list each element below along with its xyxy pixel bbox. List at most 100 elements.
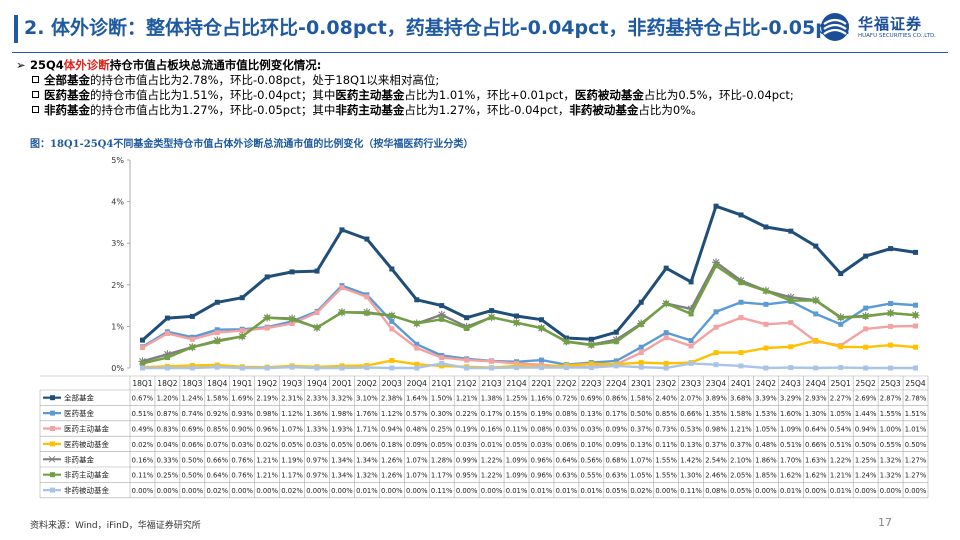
x-tick-label: 21Q2 [457, 379, 477, 388]
data-point [414, 361, 420, 367]
data-label: 1.30% [805, 410, 827, 418]
data-label: 0.11% [431, 487, 453, 495]
data-label: 0.50% [905, 441, 927, 449]
data-label: 0.03% [531, 441, 553, 449]
data-label: 3.39% [755, 395, 777, 403]
data-label: 1.69% [231, 395, 253, 403]
data-point [563, 339, 569, 345]
data-point [688, 360, 694, 366]
legend-label: 医药主动基金 [64, 424, 109, 434]
data-label: 0.00% [381, 487, 403, 495]
data-label: 0.50% [182, 456, 204, 464]
data-label: 0.03% [306, 441, 328, 449]
data-point [788, 344, 794, 350]
x-tick-label: 25Q2 [856, 379, 876, 388]
data-point [389, 266, 395, 272]
legend-label: 非药被动基金 [64, 485, 109, 495]
data-label: 0.90% [231, 426, 253, 434]
data-point [863, 305, 869, 311]
sub-bullet-text: 占比为1.27%，环比-0.04pct， [404, 103, 570, 117]
data-label: 0.16% [481, 426, 503, 434]
data-point [688, 311, 694, 317]
data-point [264, 274, 270, 280]
data-label: 0.01% [830, 487, 852, 495]
x-tick-label: 23Q1 [631, 379, 651, 388]
data-label: 1.58% [730, 410, 752, 418]
data-point [439, 360, 445, 366]
x-tick-label: 19Q1 [232, 379, 252, 388]
y-tick-label: 2% [111, 281, 124, 290]
data-label: 1.00% [880, 426, 902, 434]
data-label: 2.33% [306, 395, 328, 403]
data-label: 1.24% [855, 472, 877, 480]
data-label: 0.00% [132, 487, 154, 495]
data-point [663, 330, 669, 336]
data-label: 1.64% [406, 395, 428, 403]
data-label: 1.60% [780, 410, 802, 418]
data-label: 0.55% [880, 441, 902, 449]
data-label: 0.00% [905, 487, 927, 495]
data-point [289, 320, 295, 326]
data-label: 1.53% [755, 410, 777, 418]
data-point [913, 302, 919, 308]
data-label: 0.99% [456, 456, 478, 464]
data-label: 0.97% [306, 456, 328, 464]
data-label: 0.00% [755, 487, 777, 495]
data-label: 0.02% [281, 487, 303, 495]
data-point [214, 299, 220, 305]
data-point [464, 357, 470, 363]
data-point [588, 365, 594, 371]
data-label: 1.50% [431, 395, 453, 403]
data-point [414, 345, 420, 351]
data-point [538, 357, 544, 363]
data-point [464, 365, 470, 371]
x-tick-label: 22Q1 [531, 379, 551, 388]
data-label: 0.02% [206, 487, 228, 495]
data-label: 0.66% [680, 410, 702, 418]
data-label: 0.01% [356, 487, 378, 495]
data-label: 2.19% [256, 395, 278, 403]
sub-bullet-bold: 全部基金 [44, 73, 90, 87]
data-point [264, 325, 270, 331]
data-label: 0.00% [481, 487, 503, 495]
data-label: 1.62% [780, 472, 802, 480]
x-tick-label: 19Q4 [307, 379, 327, 388]
data-label: 2.93% [805, 395, 827, 403]
data-label: 0.01% [506, 487, 528, 495]
series-line [142, 362, 916, 370]
data-label: 0.95% [456, 472, 478, 480]
data-label: 1.25% [855, 456, 877, 464]
y-tick-label: 5% [111, 156, 124, 165]
data-point [713, 263, 719, 269]
legend-marker [50, 472, 55, 478]
data-label: 0.01% [531, 487, 553, 495]
x-tick-label: 20Q3 [382, 379, 402, 388]
data-point [713, 324, 719, 330]
data-label: 0.57% [406, 410, 428, 418]
legend-label: 非药主动基金 [64, 470, 109, 480]
data-point [788, 320, 794, 326]
data-point [189, 313, 195, 319]
data-label: 1.98% [331, 410, 353, 418]
data-point [389, 318, 395, 324]
page-title: 2. 体外诊断：整体持仓占比环比-0.08pct，药基持仓占比-0.04pct，… [24, 17, 850, 39]
data-label: 2.10% [730, 456, 752, 464]
series-line [141, 286, 916, 368]
x-tick-label: 25Q3 [880, 379, 900, 388]
data-label: 0.05% [281, 441, 303, 449]
page-number: 17 [878, 516, 892, 529]
data-point [289, 269, 295, 275]
data-label: 0.98% [705, 426, 727, 434]
data-point [638, 350, 644, 356]
data-point [189, 365, 195, 371]
data-point [163, 350, 172, 359]
data-label: 1.26% [381, 472, 403, 480]
data-label: 0.07% [206, 441, 228, 449]
sub-bullet-text: 占比为1.01%，环比+0.01pct， [404, 88, 575, 102]
main-bullet-rest: 持仓市值占板块总流通市值比例变化情况: [109, 58, 322, 72]
data-label: 2.78% [905, 395, 927, 403]
data-label: 0.15% [506, 410, 528, 418]
data-label: 2.38% [381, 395, 403, 403]
data-point [786, 293, 795, 302]
data-point [538, 317, 544, 323]
